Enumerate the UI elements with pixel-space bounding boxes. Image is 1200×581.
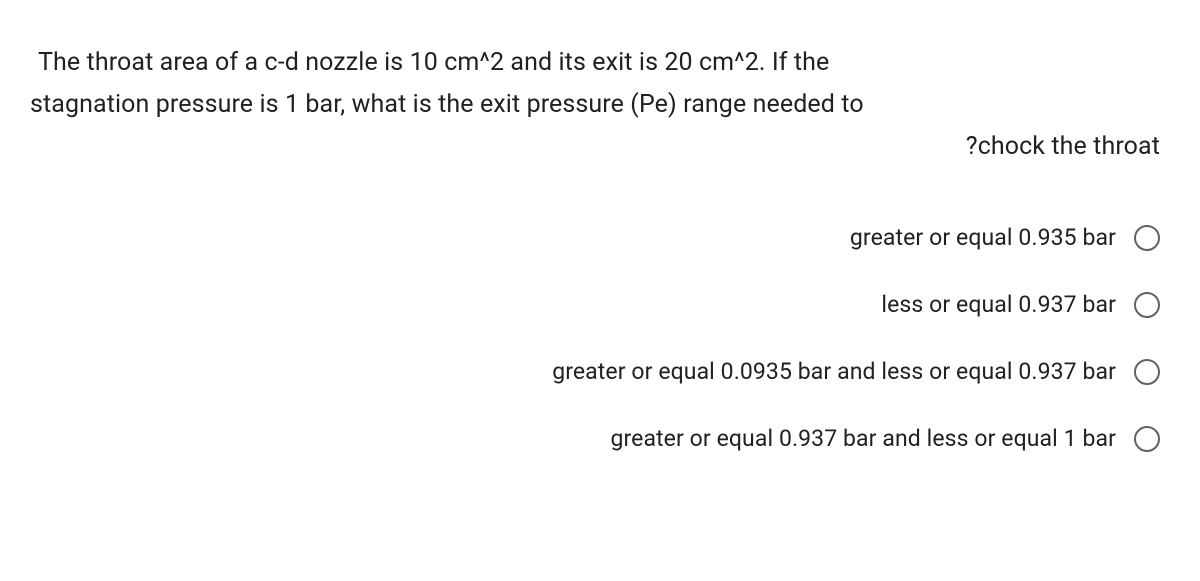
radio-icon[interactable] <box>1134 426 1160 452</box>
question-line-1: The throat area of a c-d nozzle is 10 cm… <box>30 42 1170 84</box>
option-label: greater or equal 0.935 bar <box>850 224 1116 251</box>
question-text: The throat area of a c-d nozzle is 10 cm… <box>30 42 1170 168</box>
option-4[interactable]: greater or equal 0.937 bar and less or e… <box>30 425 1160 452</box>
option-2[interactable]: less or equal 0.937 bar <box>30 291 1160 318</box>
options-group: greater or equal 0.935 bar less or equal… <box>30 224 1170 452</box>
option-1[interactable]: greater or equal 0.935 bar <box>30 224 1160 251</box>
radio-icon[interactable] <box>1134 225 1160 251</box>
option-label: less or equal 0.937 bar <box>881 291 1116 318</box>
option-label: greater or equal 0.0935 bar and less or … <box>552 358 1116 385</box>
radio-icon[interactable] <box>1134 359 1160 385</box>
radio-icon[interactable] <box>1134 292 1160 318</box>
option-3[interactable]: greater or equal 0.0935 bar and less or … <box>30 358 1160 385</box>
question-line-3: ?chock the throat <box>30 126 1170 168</box>
option-label: greater or equal 0.937 bar and less or e… <box>610 425 1116 452</box>
question-line-2: stagnation pressure is 1 bar, what is th… <box>30 84 1170 126</box>
